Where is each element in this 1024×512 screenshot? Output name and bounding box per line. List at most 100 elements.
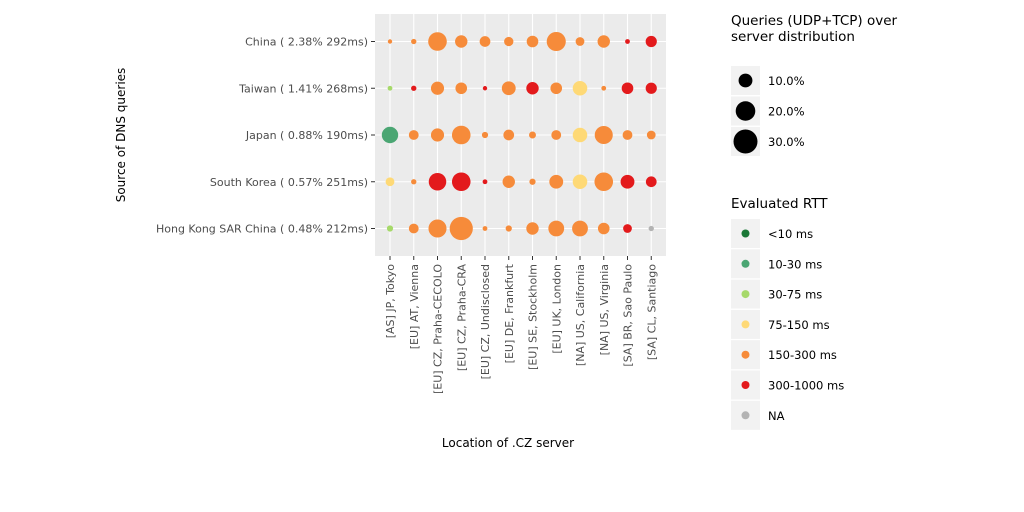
data-point	[381, 126, 399, 144]
data-point	[501, 81, 516, 96]
data-point	[505, 225, 512, 232]
data-point	[408, 130, 419, 140]
data-point	[408, 223, 419, 234]
data-point	[449, 216, 473, 241]
data-point	[597, 35, 610, 48]
data-point	[386, 225, 394, 232]
color-legend-title: Evaluated RTT	[731, 196, 828, 212]
data-point	[526, 35, 539, 48]
x-tick-label: [EU] CZ, Praha-CRA	[455, 264, 468, 372]
x-axis-ticks: [AS] JP, Tokyo [EU] AT, Vienna [EU] CZ, Pr…	[384, 256, 658, 394]
color-legend-dot	[741, 290, 750, 299]
size-legend-title: server distribution	[731, 29, 855, 45]
x-tick-label: [EU] CZ, Praha-CECOLO	[432, 264, 445, 394]
data-point	[529, 178, 536, 185]
data-point	[645, 176, 657, 188]
x-tick-label: [EU] SE, Stockholm	[527, 264, 540, 370]
data-point	[621, 82, 634, 95]
size-legend-label: 20.0%	[768, 105, 805, 119]
x-tick-label: [NA] US, California	[574, 264, 587, 366]
data-point	[625, 39, 630, 44]
data-point	[481, 131, 489, 139]
size-legend-dot	[733, 129, 758, 154]
x-tick-label: [SA] BR, Sao Paulo	[622, 264, 635, 367]
x-tick-label: [NA] US, Virginia	[598, 264, 611, 355]
size-legend-dot	[738, 73, 753, 88]
y-tick-label: Hong Kong SAR China ( 0.48% 212ms)	[156, 223, 368, 236]
data-point	[385, 177, 395, 187]
x-axis-title: Location of .CZ server	[442, 436, 574, 450]
color-legend-dot	[741, 381, 750, 389]
color-legend-label: <10 ms	[768, 227, 813, 241]
size-legend-label: 10.0%	[768, 74, 805, 88]
data-point	[572, 127, 588, 143]
x-tick-label: [EU] CZ, Undisclosed	[479, 264, 492, 379]
data-point	[411, 85, 417, 91]
data-point	[572, 80, 588, 96]
color-legend-dot	[741, 229, 750, 238]
data-point	[428, 172, 447, 191]
data-point	[479, 36, 491, 47]
y-axis-title: Source of DNS queries	[114, 68, 128, 203]
data-point	[526, 82, 539, 95]
y-tick-label: South Korea ( 0.57% 251ms)	[210, 176, 368, 189]
data-point	[572, 174, 588, 190]
size-legend-dot	[735, 101, 756, 121]
data-point	[645, 82, 657, 94]
color-legend-dot	[741, 350, 750, 359]
color-legend-label: 300-1000 ms	[768, 379, 844, 393]
y-tick-label: China ( 2.38% 292ms)	[245, 36, 368, 49]
data-point	[455, 82, 468, 95]
color-legend-dot	[741, 259, 750, 268]
data-point	[482, 226, 488, 231]
color-legend-label: 30-75 ms	[768, 288, 822, 302]
x-tick-label: [AS] JP, Tokyo	[384, 264, 397, 339]
data-point	[620, 174, 635, 189]
data-point	[572, 220, 588, 237]
data-point	[575, 37, 585, 46]
data-point	[411, 179, 417, 185]
data-point	[594, 125, 613, 145]
x-tick-label: [EU] AT, Vienna	[408, 264, 421, 349]
data-point	[428, 32, 447, 51]
color-legend-dot	[741, 320, 750, 329]
data-point	[549, 174, 564, 189]
data-point	[546, 31, 566, 52]
data-point	[597, 222, 610, 235]
data-point	[551, 130, 562, 140]
data-point	[601, 85, 607, 91]
color-legend-dot	[741, 411, 750, 420]
data-point	[648, 225, 654, 232]
size-legend-label: 30.0%	[768, 135, 805, 149]
data-point	[529, 131, 536, 139]
data-point	[594, 172, 614, 192]
data-point	[645, 35, 657, 48]
data-point	[430, 81, 445, 95]
y-tick-label: Japan ( 0.88% 190ms)	[245, 129, 368, 142]
data-point	[550, 82, 563, 95]
data-point	[428, 219, 447, 238]
data-point	[646, 130, 656, 140]
data-point	[451, 125, 471, 145]
data-point	[548, 220, 565, 237]
data-point	[482, 179, 488, 185]
x-tick-label: [SA] CL, Santiago	[645, 264, 658, 360]
data-point	[503, 129, 515, 141]
y-axis-ticks: China ( 2.38% 292ms) Taiwan ( 1.41% 268ms…	[156, 36, 375, 236]
data-point	[455, 35, 468, 48]
x-tick-label: [EU] UK, London	[550, 264, 563, 354]
data-point	[411, 38, 417, 45]
data-point	[451, 172, 471, 192]
data-point	[387, 85, 393, 91]
data-point	[623, 224, 632, 233]
data-points	[381, 31, 657, 241]
color-legend-label: NA	[768, 409, 785, 423]
data-point	[387, 39, 393, 44]
data-point	[482, 86, 488, 91]
data-point	[622, 130, 633, 140]
size-legend-title: Queries (UDP+TCP) over	[731, 13, 898, 29]
x-tick-label: [EU] DE, Frankfurt	[503, 263, 516, 363]
color-legend-label: 75-150 ms	[768, 318, 830, 332]
